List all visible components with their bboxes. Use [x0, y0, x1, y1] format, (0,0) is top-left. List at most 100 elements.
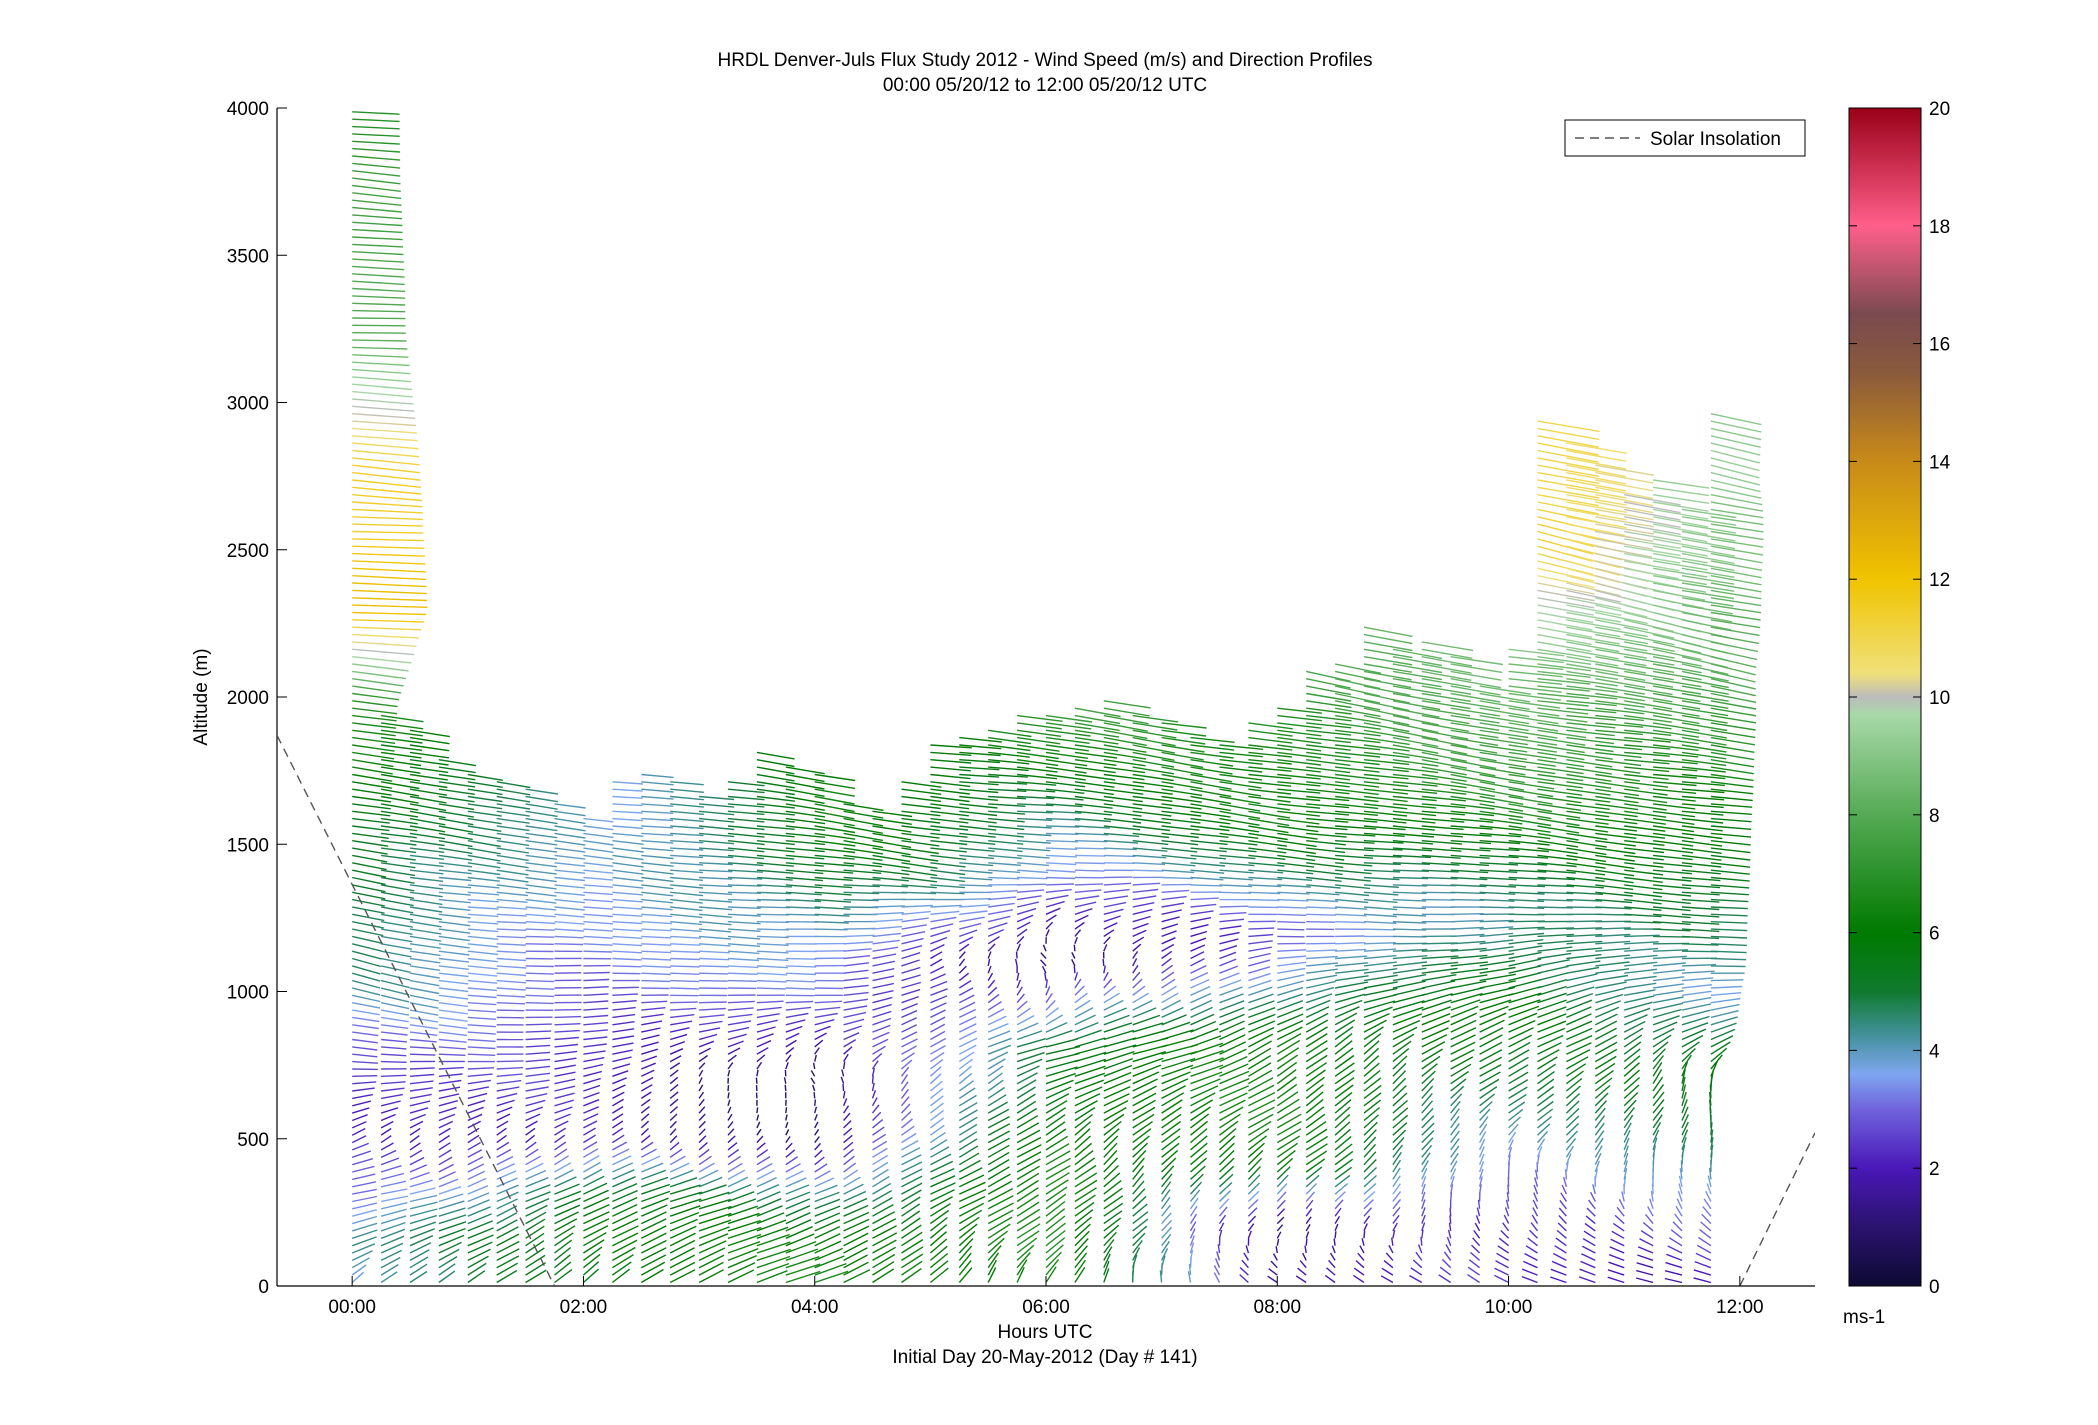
wind-barb — [1533, 1184, 1539, 1195]
wind-barb — [1276, 1128, 1302, 1144]
wind-barb — [1219, 840, 1258, 846]
wind-barb — [1132, 1180, 1145, 1195]
wind-barb — [1623, 1175, 1627, 1187]
wind-barb — [1537, 1123, 1551, 1136]
wind-barb — [1710, 921, 1748, 924]
wind-barb — [727, 1262, 756, 1276]
wind-barb — [1421, 1183, 1426, 1195]
wind-barb — [1475, 1215, 1481, 1224]
wind-barb — [525, 1269, 547, 1284]
wind-barb — [1537, 656, 1592, 665]
wind-barb — [380, 1157, 400, 1166]
wind-barb — [1450, 840, 1492, 845]
wind-barb — [1595, 744, 1643, 751]
wind-barb — [843, 906, 879, 909]
wind-barb — [1624, 773, 1669, 780]
wind-barb — [380, 795, 419, 804]
wind-barb — [1161, 1135, 1181, 1151]
wind-barb — [1479, 803, 1524, 812]
wind-barb — [1306, 714, 1352, 722]
wind-barb — [814, 817, 855, 827]
wind-barb — [554, 913, 585, 918]
wind-barb — [1045, 1143, 1070, 1158]
y-tick-label: 4000 — [227, 99, 269, 120]
wind-barb — [929, 1095, 944, 1107]
wind-barb — [1247, 1215, 1257, 1225]
wind-barb — [900, 1066, 910, 1077]
wind-barb — [1248, 1099, 1276, 1114]
wind-barb — [380, 906, 414, 914]
wind-barb — [1421, 999, 1452, 1011]
wind-barb — [1219, 1106, 1244, 1122]
wind-barb — [1450, 986, 1485, 996]
wind-barb — [1594, 1077, 1613, 1092]
wind-barb — [958, 1145, 979, 1158]
wind-barb — [1363, 744, 1410, 752]
wind-barb — [352, 1100, 372, 1107]
wind-barb — [1363, 773, 1409, 780]
wind-barb — [352, 354, 409, 358]
wind-barb — [1045, 862, 1077, 866]
wind-barb — [1421, 714, 1470, 725]
wind-barb — [1161, 964, 1174, 974]
wind-barb — [901, 937, 924, 945]
wind-barb — [352, 1165, 375, 1173]
wind-barb — [1479, 906, 1515, 909]
wind-barb — [670, 832, 704, 837]
wind-barb — [1045, 825, 1080, 828]
wind-barb — [1103, 1057, 1134, 1070]
wind-barb — [1595, 619, 1649, 631]
wind-barb — [1537, 1041, 1562, 1055]
wind-barb — [583, 943, 613, 946]
wind-barb — [554, 1057, 577, 1063]
wind-barb — [1594, 1048, 1618, 1063]
wind-barb — [1335, 810, 1378, 816]
wind-barb — [1016, 1187, 1039, 1203]
wind-barb — [1017, 832, 1052, 837]
wind-barb — [1681, 977, 1714, 982]
wind-barb — [496, 972, 527, 977]
wind-barb — [843, 1247, 868, 1262]
wind-barb — [901, 1059, 913, 1070]
wind-barb — [1595, 479, 1654, 492]
wind-barb — [1705, 1190, 1712, 1202]
wind-barb — [1479, 832, 1522, 838]
wind-barb — [727, 1269, 755, 1284]
wind-barb — [438, 950, 470, 956]
wind-barb — [1016, 1158, 1041, 1173]
wind-barb — [670, 1014, 695, 1019]
wind-barb — [641, 1197, 669, 1210]
wind-barb — [872, 968, 895, 974]
wind-barb — [1074, 1187, 1097, 1203]
wind-barb — [1248, 1120, 1272, 1136]
wind-barb — [641, 935, 672, 939]
wind-barb — [352, 832, 389, 839]
wind-barb — [1537, 479, 1600, 492]
wind-barb — [583, 921, 614, 925]
wind-barb — [785, 1006, 812, 1011]
wind-barb — [380, 876, 415, 884]
wind-barb — [467, 1262, 487, 1276]
wind-barb — [843, 1261, 869, 1276]
wind-barb — [352, 486, 422, 495]
wind-barb — [843, 869, 882, 874]
wind-barb — [1074, 1086, 1103, 1100]
wind-barb — [1421, 898, 1455, 901]
wind-barb — [756, 1169, 775, 1181]
wind-barb — [438, 1221, 467, 1232]
wind-barb — [1595, 530, 1654, 543]
wind-barb — [727, 1226, 762, 1239]
wind-barb — [1566, 729, 1615, 737]
wind-barb — [1190, 766, 1233, 775]
wind-barb — [987, 1245, 1002, 1261]
wind-barb — [1595, 981, 1627, 989]
wind-barb — [756, 898, 791, 902]
wind-barb — [1335, 847, 1374, 852]
wind-barb — [1103, 908, 1124, 915]
wind-barb — [1103, 882, 1132, 886]
wind-barb — [1392, 913, 1427, 917]
wind-barb — [1248, 751, 1292, 758]
wind-barb — [841, 1069, 845, 1077]
wind-barb — [1479, 1101, 1493, 1114]
